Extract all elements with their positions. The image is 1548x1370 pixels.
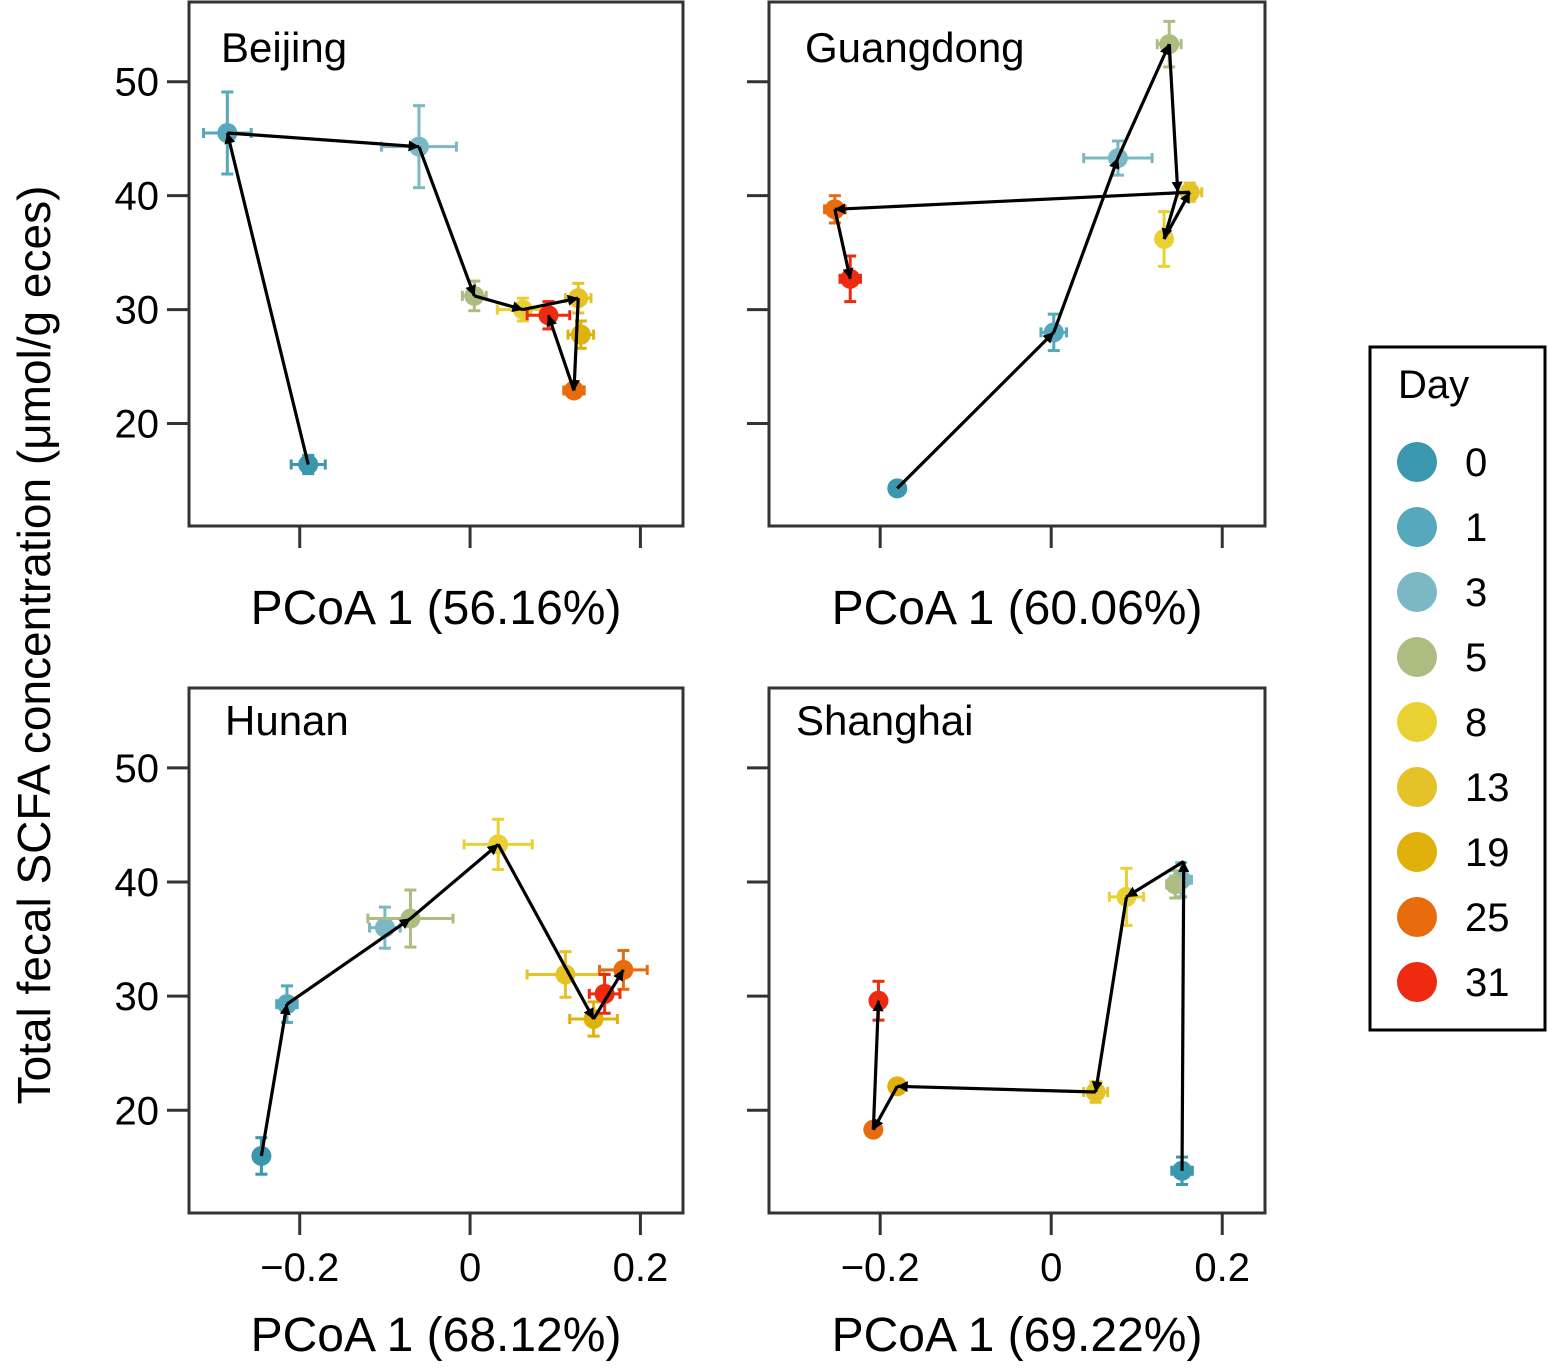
panel-hunan: 20 30 40 50 −0.2 0 0.2 PCoA 1 (68.12%) Hunan [115, 686, 685, 1362]
trajectory-arrow [417, 146, 476, 297]
legend-label: 3 [1465, 571, 1487, 615]
data-point-day-3 [368, 905, 402, 950]
data-point-day-13 [525, 950, 606, 999]
legend-swatch [1397, 572, 1437, 612]
y-tick-label: 40 [115, 861, 160, 905]
panel-beijing: 20 30 40 50 PCoA 1 (56.16%) Beijing [115, 0, 685, 635]
panel-title: Shanghai [796, 697, 974, 744]
legend-item-day-3: 3 [1397, 571, 1487, 615]
y-axis-label: Total fecal SCFA concentration (μmol/g e… [8, 186, 60, 1105]
data-point-day-31 [838, 254, 863, 304]
legend-label: 13 [1465, 766, 1510, 810]
y-tick-label: 50 [115, 61, 160, 105]
panel-title: Hunan [225, 697, 349, 744]
trajectory-arrow [224, 132, 310, 465]
trajectory-arrow [834, 190, 1190, 215]
trajectory-arrow [259, 1003, 291, 1157]
data-point-day-19 [566, 319, 596, 350]
data-point-marker [1165, 874, 1186, 895]
trajectory-arrow [1167, 44, 1183, 193]
trajectory-arrow [546, 314, 576, 391]
y-tick-label: 50 [115, 747, 160, 791]
plot-frame [767, 0, 1267, 528]
y-tick-label: 40 [115, 175, 160, 219]
trajectory-arrow [871, 1085, 899, 1131]
panel-title: Beijing [221, 24, 347, 71]
trajectory-arrow [896, 331, 1055, 490]
trajectory-arrow [286, 917, 412, 1006]
legend-swatch [1397, 637, 1437, 677]
trajectory-arrow [409, 843, 500, 920]
legend-item-day-8: 8 [1397, 701, 1487, 745]
trajectory-arrow [496, 843, 595, 1020]
legend-item-day-5: 5 [1397, 636, 1487, 680]
data-point-day-31 [587, 972, 622, 1015]
plot-frame [187, 686, 685, 1215]
y-tick-label: 30 [115, 289, 160, 333]
legend-swatch [1397, 767, 1437, 807]
trajectory-arrow [568, 298, 580, 391]
trajectory-arrow [473, 294, 524, 313]
trajectory-arrow [833, 208, 854, 280]
legend-item-day-25: 25 [1397, 896, 1510, 940]
trajectory-arrow [1161, 191, 1180, 240]
x-tick-label: 0 [1040, 1246, 1062, 1290]
legend-label: 0 [1465, 441, 1487, 485]
trajectory-arrow [1162, 191, 1192, 240]
data-point-day-5 [1165, 869, 1186, 900]
legend-swatch [1397, 702, 1437, 742]
legend-label: 5 [1465, 636, 1487, 680]
legend-item-day-0: 0 [1397, 441, 1487, 485]
legend-swatch [1397, 832, 1437, 872]
x-tick-label: 0.2 [1194, 1246, 1250, 1290]
legend-box [1368, 345, 1547, 1032]
legend-swatch [1397, 897, 1437, 937]
x-axis-label: PCoA 1 (68.12%) [251, 1309, 622, 1362]
legend-label: 31 [1465, 961, 1510, 1005]
data-point-day-3 [1082, 139, 1154, 177]
trajectory-arrow [227, 131, 420, 152]
panel-shanghai: −0.2 0 0.2 PCoA 1 (69.22%) Shanghai [747, 686, 1267, 1362]
legend-label: 25 [1465, 896, 1510, 940]
trajectory-arrow [896, 1081, 1096, 1094]
legend-item-day-19: 19 [1397, 831, 1510, 875]
plot-frame [767, 686, 1267, 1215]
x-tick-label: 0.2 [613, 1246, 669, 1290]
trajectory-arrow [592, 969, 625, 1020]
x-tick-label: −0.2 [260, 1246, 339, 1290]
x-tick-label: 0 [459, 1246, 481, 1290]
legend-item-day-13: 13 [1397, 766, 1510, 810]
legend-swatch [1397, 442, 1437, 482]
trajectory-arrow [1091, 896, 1129, 1093]
y-tick-label: 30 [115, 975, 160, 1019]
trajectory-arrow [1116, 43, 1171, 159]
panel-guangdong: PCoA 1 (60.06%) Guangdong [747, 0, 1267, 635]
legend-title: Day [1398, 363, 1469, 407]
trajectory-arrow [871, 1000, 884, 1130]
x-axis-label: PCoA 1 (56.16%) [251, 582, 622, 635]
trajectory-arrow [1178, 860, 1190, 1171]
legend-item-day-1: 1 [1397, 506, 1487, 550]
x-axis-label: PCoA 1 (69.22%) [832, 1309, 1203, 1362]
trajectory-arrow [1125, 860, 1185, 899]
data-point-marker [594, 983, 615, 1004]
trajectory-arrow [1052, 157, 1120, 333]
plot-frame [187, 0, 685, 528]
legend-swatch [1397, 962, 1437, 1002]
y-tick-label: 20 [115, 402, 160, 446]
panel-title: Guangdong [805, 24, 1025, 71]
trajectory-arrow [522, 294, 579, 312]
x-tick-label: −0.2 [841, 1246, 920, 1290]
legend-item-day-31: 31 [1397, 961, 1510, 1005]
legend-swatch [1397, 507, 1437, 547]
legend-label: 8 [1465, 701, 1487, 745]
legend-label: 1 [1465, 506, 1487, 550]
data-point-marker [570, 324, 591, 345]
x-axis-label: PCoA 1 (60.06%) [832, 582, 1203, 635]
y-tick-label: 20 [115, 1089, 160, 1133]
legend-label: 19 [1465, 831, 1510, 875]
